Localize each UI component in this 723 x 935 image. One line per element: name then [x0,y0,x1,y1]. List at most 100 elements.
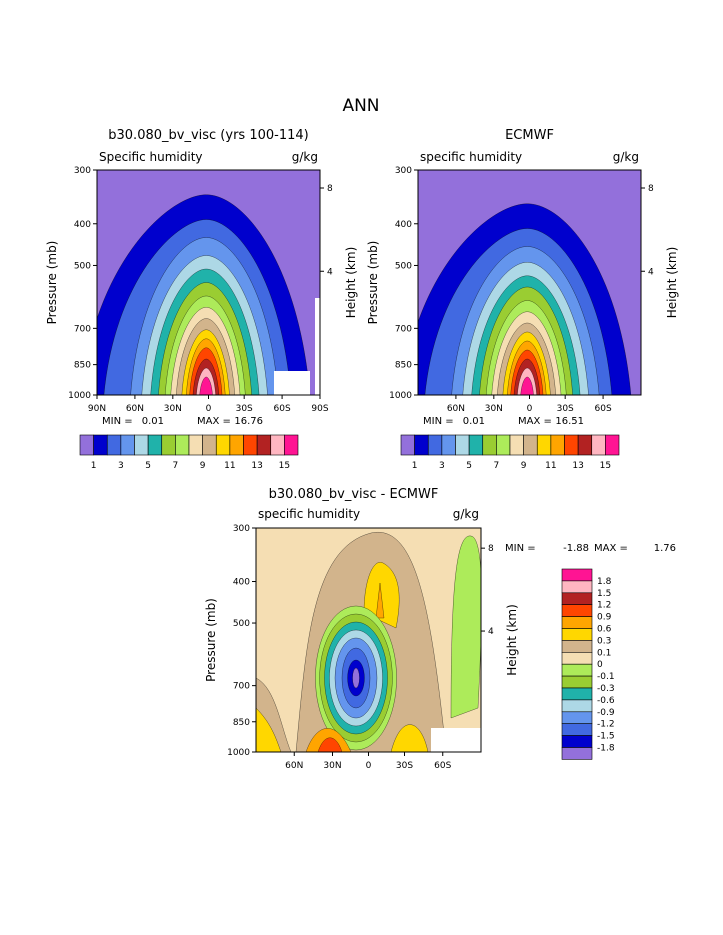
colorbar-label: 5 [145,461,151,471]
legend-label: -1.5 [597,732,615,742]
x-tick-label: 60S [274,404,291,414]
colorbar-swatch [147,434,163,456]
colorbar-swatch [270,434,285,456]
contour-layer [418,170,641,395]
colorbar-label: 5 [466,461,472,471]
x-tick-label: 60N [285,761,303,771]
legend-label: 1.5 [597,589,611,599]
panel-subtitle: Specific humidity [99,150,203,164]
x-tick-label: 30N [164,404,182,414]
colorbar-label: 15 [600,461,611,471]
panel-title: b30.080_bv_visc - ECMWF [269,487,439,502]
y2-axis-label: Height (km) [665,247,679,318]
units-label: g/kg [613,150,639,164]
x-tick-label: 30N [323,761,341,771]
y-tick-label: 300 [233,524,250,534]
colorbar-swatch [202,434,217,456]
colorbar-label: 3 [118,461,124,471]
max-label: MAX = [197,416,231,427]
x-tick-label: 0 [527,404,533,414]
colorbar-label: 3 [439,461,445,471]
colorbar-swatch [93,434,108,456]
colorbar-label: 13 [572,461,583,471]
colorbar-label: 1 [412,461,418,471]
panel-subtitle: specific humidity [420,150,522,164]
legend-label: 0.9 [597,613,612,623]
contour-level-15 [199,376,213,395]
y-tick-label: 500 [233,619,250,629]
legend-label: -1.8 [597,744,615,754]
legend-label: 1.2 [597,601,611,611]
y-tick-label: 300 [395,166,412,176]
colorbar-label: 11 [545,461,556,471]
colorbar-swatch [161,434,176,456]
max-value: 16.76 [234,416,263,427]
y2-tick-label: 8 [488,544,494,554]
legend-swatch [561,711,593,724]
y-axis-label: Pressure (mb) [45,241,59,325]
legend-swatch [561,592,593,605]
min-label: MIN = [102,416,133,427]
y-tick-label: 300 [74,166,91,176]
colorbar-swatch [229,434,244,456]
legend-label: 1.8 [597,577,612,587]
diff-level-0.6 [375,582,385,619]
legend-swatch [561,699,593,713]
y-tick-label: 1000 [227,748,250,758]
max-value: 16.51 [555,416,584,427]
colorbar-swatch [134,434,149,456]
colorbar-swatch [496,434,511,456]
legend-swatch [561,580,593,594]
x-tick-label: 60S [595,404,612,414]
legend-swatch [561,687,593,701]
legend-swatch [561,568,593,582]
y-axis-label: Pressure (mb) [366,241,380,325]
y-tick-label: 500 [74,261,91,271]
x-tick-label: 60N [126,404,144,414]
legend-swatch [561,604,593,617]
colorbar-swatch [414,434,429,456]
colorbar-swatch [550,434,565,456]
colorbar-swatch [591,434,606,456]
legend-swatch [561,628,593,641]
colorbar-swatch [536,434,552,456]
x-tick-label: 30S [396,761,413,771]
x-tick-label: 0 [206,404,212,414]
legend-label: -1.2 [597,720,615,730]
y-tick-label: 500 [395,261,412,271]
legend-label: 0.3 [597,636,611,646]
colorbar-label: 11 [224,461,235,471]
colorbar-swatch [523,434,538,456]
y-tick-label: 400 [233,578,250,588]
contour-layer [97,170,320,395]
x-tick-label: 90N [88,404,106,414]
colorbar-swatch [175,434,190,456]
colorbar-swatch [256,434,272,456]
y-tick-label: 1000 [389,391,412,401]
contour-layer [256,528,481,752]
units-label: g/kg [292,150,318,164]
colorbar-swatch [605,434,620,456]
y2-tick-label: 4 [327,267,333,277]
diff-core-level [352,667,360,689]
y-tick-label: 400 [74,220,91,230]
y-tick-label: 700 [233,682,250,692]
legend-label: 0.6 [597,625,612,635]
x-tick-label: 90S [311,404,328,414]
max-value: 1.76 [654,543,676,554]
min-label: MIN = [505,543,536,554]
colorbar-label: 9 [521,461,527,471]
min-value: 0.01 [142,416,164,427]
legend-label: -0.9 [597,708,615,718]
page-title: ANN [342,96,379,116]
units-label: g/kg [453,507,479,521]
colorbar-label: 13 [251,461,262,471]
x-tick-label: 60N [447,404,465,414]
colorbar-label: 1 [91,461,97,471]
colorbar-label: 7 [173,461,179,471]
diff-level-0.3 [363,562,400,629]
y-tick-label: 850 [395,361,412,371]
legend-swatch [561,616,593,629]
